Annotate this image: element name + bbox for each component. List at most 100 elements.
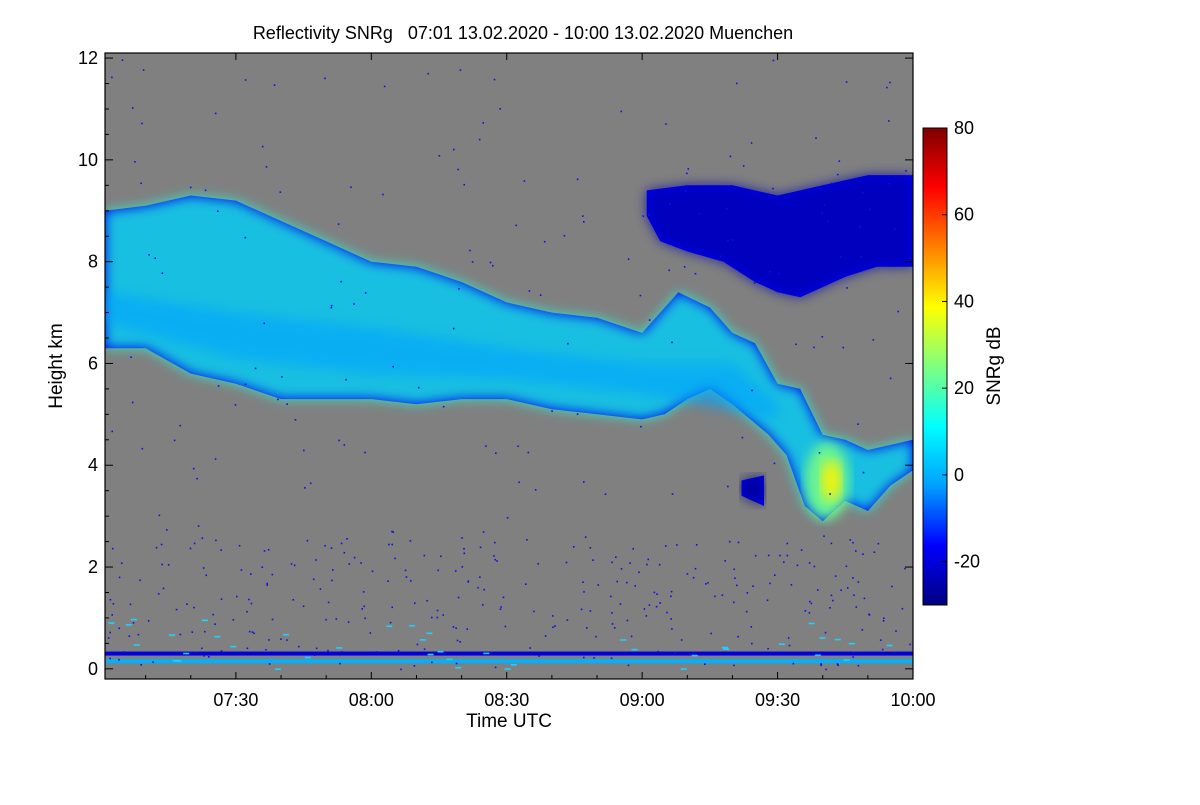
noise-pixel bbox=[842, 346, 844, 349]
noise-pixel bbox=[766, 599, 769, 601]
noise-pixel bbox=[879, 639, 882, 641]
noise-pixel bbox=[580, 608, 583, 611]
noise-pixel bbox=[268, 639, 270, 641]
noise-pixel bbox=[745, 610, 748, 613]
noise-pixel bbox=[655, 605, 658, 608]
noise-pixel bbox=[665, 123, 667, 125]
noise-pixel bbox=[788, 644, 791, 647]
noise-pixel bbox=[857, 664, 860, 667]
noise-pixel bbox=[653, 591, 656, 594]
noise-pixel bbox=[824, 631, 827, 634]
noise-pixel bbox=[325, 618, 327, 621]
noise-pixel bbox=[648, 214, 650, 216]
noise-pixel bbox=[134, 161, 136, 163]
cloud-peak-core bbox=[821, 460, 842, 501]
noise-pixel bbox=[489, 261, 492, 264]
noise-pixel bbox=[265, 649, 267, 651]
noise-pixel bbox=[461, 537, 463, 539]
noise-pixel bbox=[271, 573, 274, 576]
noise-pixel bbox=[232, 619, 235, 621]
noise-pixel bbox=[348, 563, 351, 565]
noise-pixel bbox=[437, 569, 439, 572]
noise-pixel bbox=[446, 658, 453, 661]
noise-pixel bbox=[525, 583, 527, 585]
noise-pixel bbox=[139, 579, 141, 582]
noise-pixel bbox=[234, 404, 237, 406]
noise-pixel bbox=[676, 544, 678, 546]
noise-pixel bbox=[852, 656, 854, 658]
noise-pixel bbox=[265, 166, 268, 168]
noise-pixel bbox=[552, 626, 554, 629]
noise-pixel bbox=[118, 576, 121, 579]
noise-pixel bbox=[208, 656, 210, 658]
noise-pixel bbox=[343, 551, 346, 554]
noise-pixel bbox=[364, 451, 366, 454]
noise-pixel bbox=[786, 554, 789, 557]
noise-pixel bbox=[203, 655, 205, 657]
noise-pixel bbox=[442, 405, 445, 408]
noise-pixel bbox=[814, 654, 821, 657]
noise-pixel bbox=[666, 611, 668, 614]
noise-pixel bbox=[694, 272, 697, 275]
noise-pixel bbox=[567, 342, 569, 345]
noise-pixel bbox=[754, 554, 757, 557]
noise-pixel bbox=[817, 589, 819, 591]
noise-pixel bbox=[613, 627, 616, 629]
noise-pixel bbox=[466, 628, 468, 630]
noise-pixel bbox=[495, 452, 497, 454]
noise-pixel bbox=[496, 560, 498, 562]
noise-pixel bbox=[626, 581, 628, 584]
noise-pixel bbox=[859, 226, 861, 228]
noise-pixel bbox=[442, 614, 444, 616]
colorbar-tick-label: 0 bbox=[954, 465, 964, 485]
noise-pixel bbox=[583, 591, 585, 593]
noise-pixel bbox=[750, 142, 753, 144]
noise-pixel bbox=[857, 423, 859, 425]
noise-pixel bbox=[261, 145, 264, 148]
plot-area bbox=[104, 52, 914, 680]
noise-pixel bbox=[493, 78, 496, 81]
noise-pixel bbox=[391, 606, 393, 609]
noise-pixel bbox=[461, 566, 464, 568]
noise-pixel bbox=[538, 655, 540, 657]
noise-pixel bbox=[492, 264, 494, 267]
chart-title: Reflectivity SNRg 07:01 13.02.2020 - 10:… bbox=[253, 23, 793, 43]
y-axis: 0 2 4 6 8 10 12 bbox=[78, 48, 913, 679]
noise-pixel bbox=[827, 220, 829, 222]
noise-pixel bbox=[819, 637, 826, 639]
noise-pixel bbox=[391, 530, 393, 533]
noise-pixel bbox=[315, 647, 318, 650]
noise-pixel bbox=[405, 576, 408, 578]
y-tick-label: 6 bbox=[88, 353, 98, 373]
plot-frame bbox=[104, 52, 914, 680]
noise-pixel bbox=[263, 322, 265, 325]
noise-pixel bbox=[341, 651, 343, 653]
noise-pixel bbox=[894, 228, 896, 230]
noise-pixel bbox=[173, 439, 176, 442]
noise-pixel bbox=[862, 471, 865, 474]
noise-pixel bbox=[734, 577, 736, 579]
noise-pixel bbox=[148, 254, 150, 256]
noise-pixel bbox=[330, 306, 333, 309]
noise-pixel bbox=[455, 666, 462, 669]
noise-pixel bbox=[189, 547, 192, 550]
noise-pixel bbox=[220, 650, 223, 652]
noise-pixel bbox=[112, 603, 115, 605]
noise-pixel bbox=[131, 618, 137, 621]
noise-pixel bbox=[455, 662, 458, 665]
noise-pixel bbox=[286, 403, 288, 405]
noise-pixel bbox=[741, 436, 744, 439]
noise-pixel bbox=[888, 120, 890, 122]
noise-pixel bbox=[721, 594, 724, 596]
noise-pixel bbox=[277, 398, 279, 401]
noise-pixel bbox=[694, 567, 697, 570]
noise-pixel bbox=[121, 59, 124, 61]
noise-pixel bbox=[838, 160, 841, 162]
noise-pixel bbox=[444, 652, 446, 655]
noise-pixel bbox=[882, 620, 885, 622]
noise-pixel bbox=[518, 481, 520, 484]
noise-pixel bbox=[695, 544, 698, 546]
noise-pixel bbox=[852, 651, 855, 654]
noise-pixel bbox=[389, 621, 392, 624]
noise-pixel bbox=[281, 376, 283, 378]
